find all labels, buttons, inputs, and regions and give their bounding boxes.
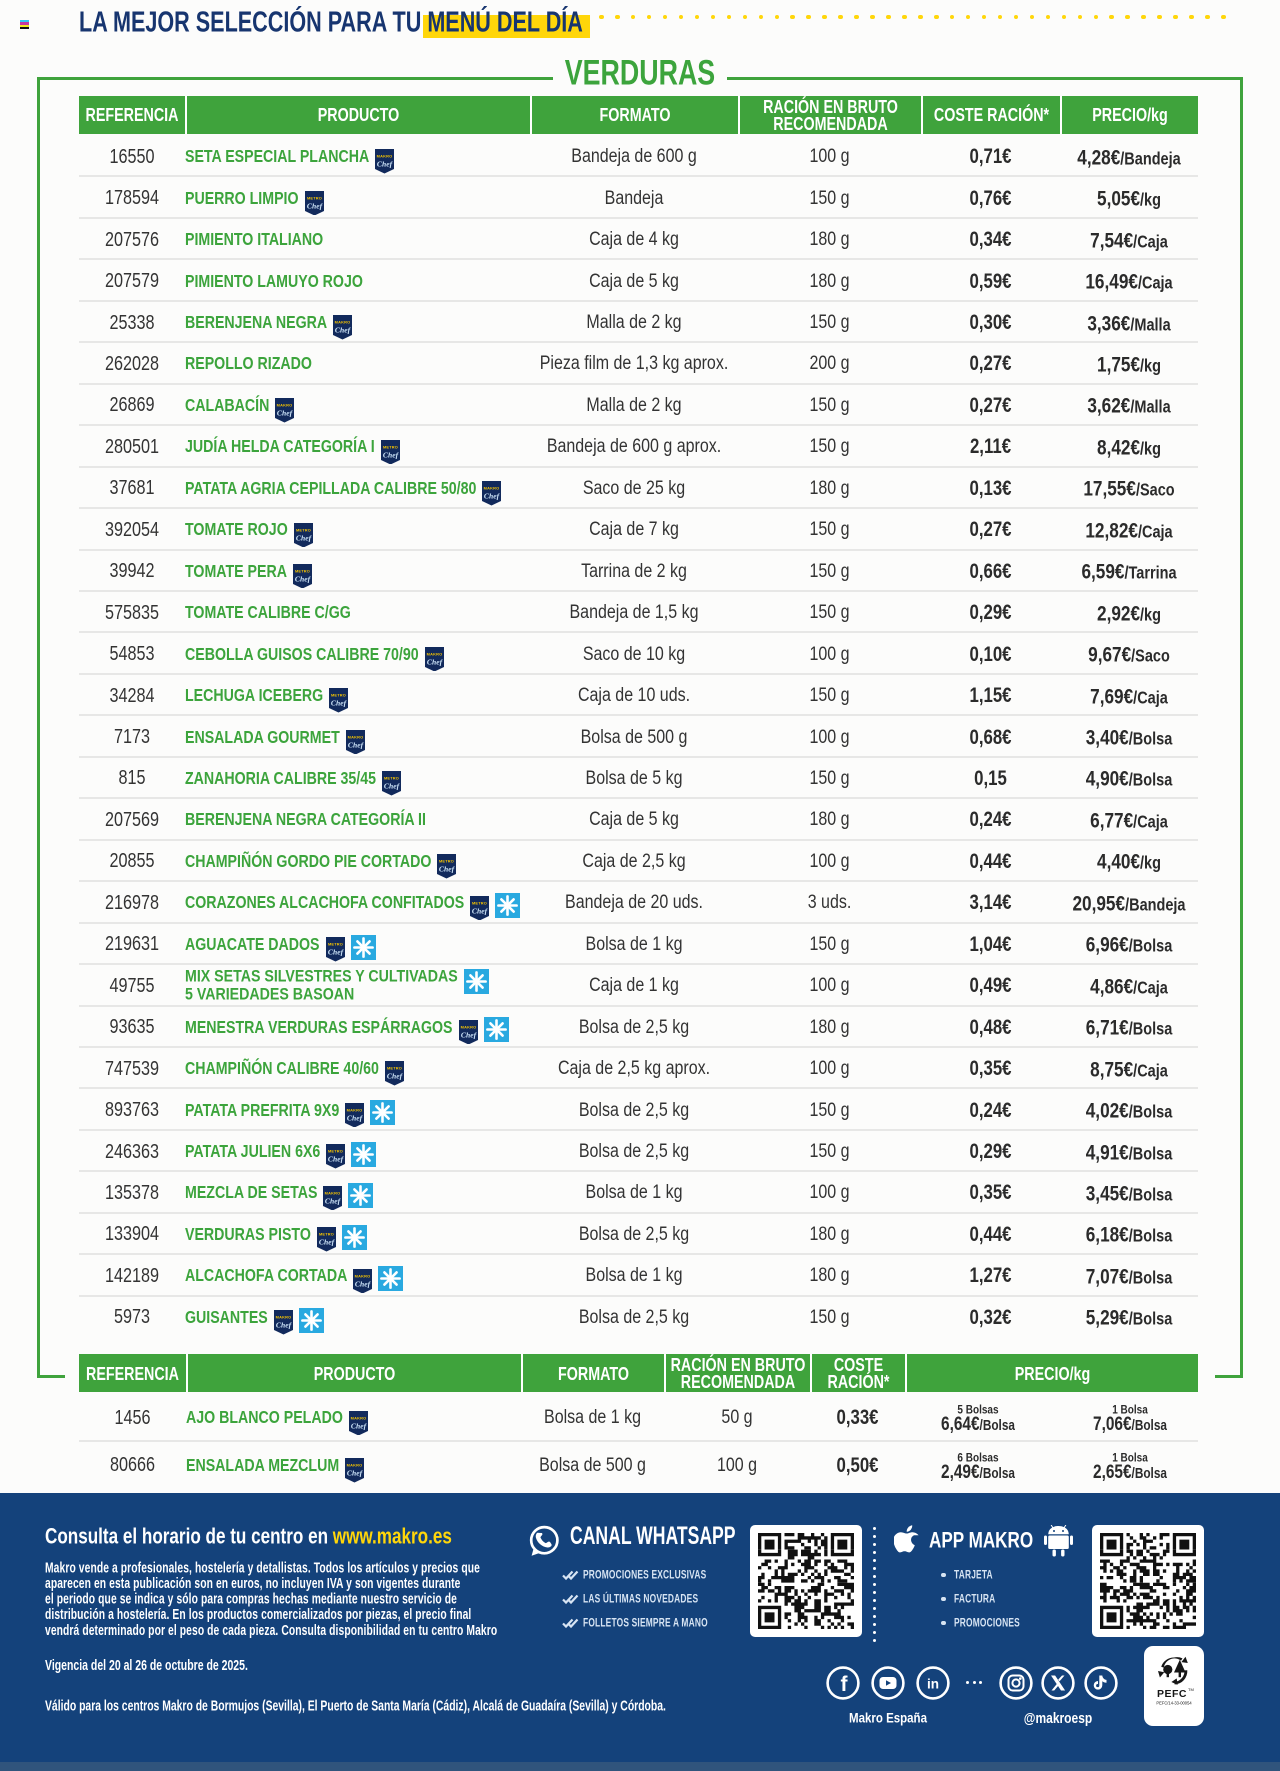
svg-text:Chef: Chef bbox=[325, 1196, 342, 1205]
svg-text:METRO: METRO bbox=[472, 900, 487, 905]
svg-text:MAKRO: MAKRO bbox=[484, 486, 500, 491]
svg-text:Chef: Chef bbox=[387, 1072, 404, 1081]
svg-text:Chef: Chef bbox=[331, 699, 348, 708]
svg-text:Chef: Chef bbox=[460, 1031, 477, 1040]
svg-text:Chef: Chef bbox=[335, 326, 352, 335]
svg-text:f: f bbox=[841, 1673, 849, 1696]
svg-text:METRO: METRO bbox=[328, 942, 343, 947]
svg-text:Chef: Chef bbox=[348, 740, 365, 749]
svg-text:Chef: Chef bbox=[351, 1421, 368, 1430]
svg-text:METRO: METRO bbox=[439, 859, 454, 864]
svg-text:METRO: METRO bbox=[383, 444, 398, 449]
svg-text:Chef: Chef bbox=[439, 865, 456, 874]
svg-text:MAKRO: MAKRO bbox=[335, 320, 351, 325]
svg-text:Chef: Chef bbox=[277, 409, 294, 418]
svg-text:Chef: Chef bbox=[306, 202, 323, 211]
svg-text:METRO: METRO bbox=[331, 693, 346, 698]
svg-text:MAKRO: MAKRO bbox=[347, 1463, 363, 1468]
svg-text:METRO: METRO bbox=[328, 1149, 343, 1154]
svg-text:Chef: Chef bbox=[328, 1155, 345, 1164]
svg-text:Chef: Chef bbox=[276, 1321, 293, 1330]
svg-text:METRO: METRO bbox=[387, 1066, 402, 1071]
svg-text:Chef: Chef bbox=[383, 450, 400, 459]
svg-text:METRO: METRO bbox=[319, 1232, 334, 1237]
svg-text:in: in bbox=[927, 1677, 939, 1692]
svg-text:MAKRO: MAKRO bbox=[355, 1273, 371, 1278]
svg-text:MAKRO: MAKRO bbox=[426, 651, 442, 656]
svg-text:Chef: Chef bbox=[347, 1469, 364, 1478]
svg-text:METRO: METRO bbox=[306, 196, 321, 201]
svg-text:MAKRO: MAKRO bbox=[347, 1107, 363, 1112]
svg-text:PEFC: PEFC bbox=[1157, 1688, 1187, 1700]
svg-text:Chef: Chef bbox=[377, 160, 394, 169]
svg-text:Chef: Chef bbox=[427, 657, 444, 666]
svg-text:Chef: Chef bbox=[347, 1113, 364, 1122]
svg-text:MAKRO: MAKRO bbox=[351, 1415, 367, 1420]
svg-text:Chef: Chef bbox=[472, 906, 489, 915]
svg-text:METRO: METRO bbox=[384, 776, 399, 781]
svg-text:Chef: Chef bbox=[484, 492, 501, 501]
svg-text:TM: TM bbox=[1188, 1687, 1194, 1692]
svg-text:MAKRO: MAKRO bbox=[275, 1315, 291, 1320]
svg-text:METRO: METRO bbox=[295, 569, 310, 574]
svg-text:MAKRO: MAKRO bbox=[347, 734, 363, 739]
svg-text:Chef: Chef bbox=[355, 1279, 372, 1288]
svg-text:Chef: Chef bbox=[319, 1238, 336, 1247]
svg-text:PEFC/14-33-00054: PEFC/14-33-00054 bbox=[1156, 1701, 1192, 1706]
svg-text:Chef: Chef bbox=[384, 782, 401, 791]
svg-text:MAKRO: MAKRO bbox=[460, 1025, 476, 1030]
svg-text:MAKRO: MAKRO bbox=[377, 154, 393, 159]
svg-text:Chef: Chef bbox=[295, 575, 312, 584]
svg-text:MAKRO: MAKRO bbox=[277, 403, 293, 408]
svg-text:METRO: METRO bbox=[296, 527, 311, 532]
svg-text:MAKRO: MAKRO bbox=[325, 1190, 341, 1195]
svg-text:Chef: Chef bbox=[296, 533, 313, 542]
svg-text:Chef: Chef bbox=[327, 948, 344, 957]
